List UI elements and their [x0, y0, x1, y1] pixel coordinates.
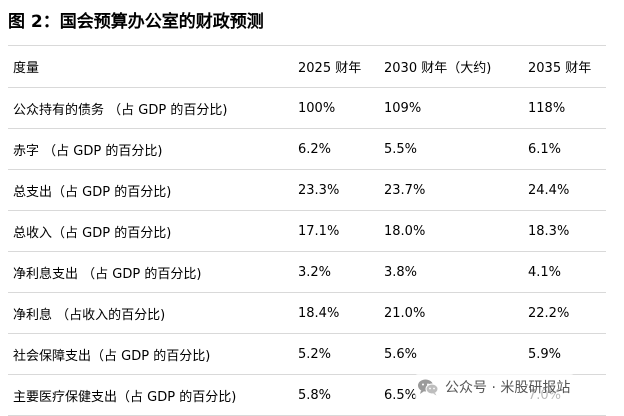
page-title: 图 2：国会预算办公室的财政预测 — [8, 12, 264, 32]
cell-fy2025: 18.4% — [298, 305, 340, 321]
row-label: 主要医疗保健支出（占 GDP 的百分比) — [13, 389, 237, 405]
row-label: 社会保障支出（占 GDP 的百分比) — [13, 348, 211, 364]
cell-fy2025: 3.2% — [298, 264, 332, 280]
row-label: 净利息支出 （占 GDP 的百分比) — [13, 266, 202, 282]
header-fy2025: 2025 财年 — [298, 61, 362, 76]
table-row: 净利息 （占收入的百分比) 18.4% 21.0% 22.2% — [8, 293, 606, 334]
row-label: 公众持有的债务 （占 GDP 的百分比) — [13, 102, 228, 118]
table-row: 总支出（占 GDP 的百分比) 23.3% 23.7% 24.4% — [8, 170, 606, 211]
cell-fy2035: 118% — [528, 100, 566, 116]
header-fy2030: 2030 财年（大约) — [384, 61, 492, 76]
cell-fy2030: 21.0% — [384, 305, 426, 321]
row-label: 赤字 （占 GDP 的百分比) — [13, 143, 163, 159]
cell-fy2025: 5.8% — [298, 387, 332, 403]
cell-fy2035: 24.4% — [528, 182, 570, 198]
cell-fy2030: 6.5% — [384, 387, 418, 403]
row-label: 总收入（占 GDP 的百分比) — [13, 225, 172, 241]
table-row: 赤字 （占 GDP 的百分比) 6.2% 5.5% 6.1% — [8, 129, 606, 170]
fiscal-forecast-table: 度量 2025 财年 2030 财年（大约) 2035 财年 公众持有的债务 （… — [8, 45, 606, 416]
row-label: 总支出（占 GDP 的百分比) — [13, 184, 172, 200]
table-row: 净利息支出 （占 GDP 的百分比) 3.2% 3.8% 4.1% — [8, 252, 606, 293]
header-fy2035: 2035 财年 — [528, 61, 592, 76]
cell-fy2030: 5.6% — [384, 346, 418, 362]
cell-fy2035: 18.3% — [528, 223, 570, 239]
cell-fy2030: 3.8% — [384, 264, 418, 280]
cell-fy2025: 5.2% — [298, 346, 332, 362]
cell-fy2025: 100% — [298, 100, 336, 116]
header-measure: 度量 — [13, 61, 40, 76]
cell-fy2030: 5.5% — [384, 141, 418, 157]
table-row: 公众持有的债务 （占 GDP 的百分比) 100% 109% 118% — [8, 88, 606, 129]
table-header-row: 度量 2025 财年 2030 财年（大约) 2035 财年 — [8, 46, 606, 88]
cell-fy2035: 5.9% — [528, 346, 562, 362]
table-row: 总收入（占 GDP 的百分比) 17.1% 18.0% 18.3% — [8, 211, 606, 252]
cell-fy2030: 23.7% — [384, 182, 426, 198]
cell-fy2025: 17.1% — [298, 223, 340, 239]
cell-fy2035: 4.1% — [528, 264, 562, 280]
cell-fy2035: 6.1% — [528, 141, 562, 157]
cell-fy2025: 6.2% — [298, 141, 332, 157]
cell-fy2030: 109% — [384, 100, 422, 116]
watermark-text: 公众号 · 米股研报站 — [445, 380, 571, 396]
cell-fy2035: 22.2% — [528, 305, 570, 321]
table-row: 社会保障支出（占 GDP 的百分比) 5.2% 5.6% 5.9% — [8, 334, 606, 375]
row-label: 净利息 （占收入的百分比) — [13, 307, 166, 323]
watermark: 公众号 · 米股研报站 — [415, 374, 575, 400]
cell-fy2025: 23.3% — [298, 182, 340, 198]
wechat-icon — [418, 379, 439, 396]
cell-fy2030: 18.0% — [384, 223, 426, 239]
